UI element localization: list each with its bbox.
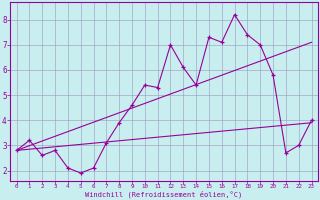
X-axis label: Windchill (Refroidissement éolien,°C): Windchill (Refroidissement éolien,°C)	[85, 190, 243, 198]
